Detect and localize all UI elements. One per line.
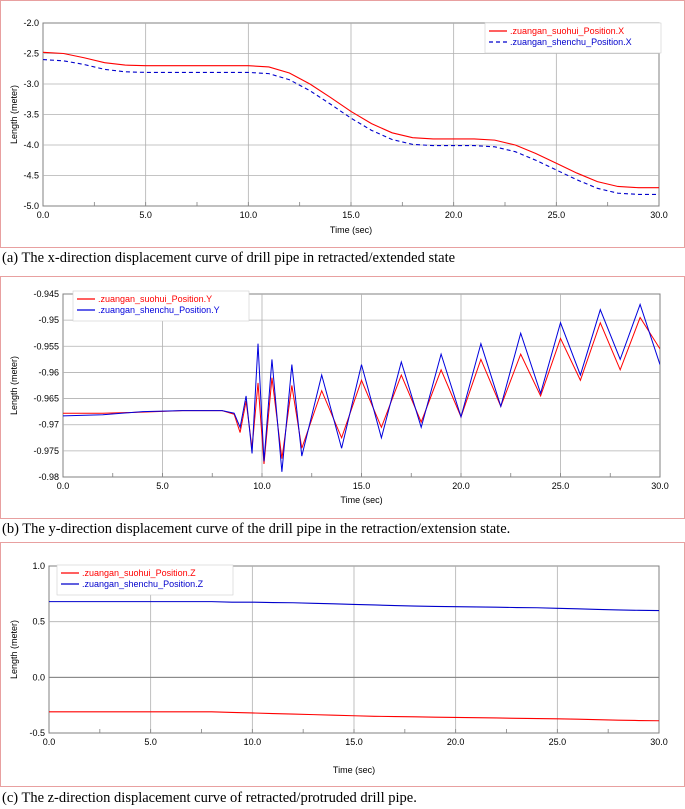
x-tick-label: 0.0 <box>43 737 56 747</box>
series-line-2 <box>63 302 660 472</box>
legend-label: .zuangan_suohui_Position.Z <box>82 568 196 578</box>
caption-b: (b) The y-direction displacement curve o… <box>2 521 511 537</box>
series-line-1 <box>43 51 659 189</box>
x-tick-label: 25.0 <box>549 737 567 747</box>
x-tick-label: 10.0 <box>253 481 271 491</box>
x-tick-label: 10.0 <box>244 737 262 747</box>
legend-box <box>72 290 250 322</box>
series-line-2 <box>49 601 659 612</box>
x-tick-label: 5.0 <box>139 210 152 220</box>
caption-c: (c) The z-direction displacement curve o… <box>2 790 417 806</box>
chart-x-displacement: 0.0 5.0 10.0 15.0 20.0 25.0 30.0 -5.0 -4.5 -4.0 -3… <box>9 18 668 235</box>
legend-label: .zuangan_suohui_Position.Y <box>98 294 212 304</box>
y-tick-label: 1.0 <box>32 561 45 571</box>
x-axis-label: Time (sec) <box>333 765 375 775</box>
y-tick-label: -3.0 <box>23 79 39 89</box>
chart-z-displacement: 0.0 5.0 10.0 15.0 20.0 25.0 30.0-0.50.00.51.0T… <box>9 561 668 775</box>
y-tick-label: -4.0 <box>23 140 39 150</box>
y-tick-label: -0.98 <box>38 472 59 482</box>
x-tick-label: 25.0 <box>548 210 566 220</box>
y-tick-label: -0.97 <box>38 420 59 430</box>
x-tick-label: 0.0 <box>57 481 70 491</box>
y-tick-label: -2.5 <box>23 49 39 59</box>
y-tick-label: 0.0 <box>32 672 45 682</box>
chart-y-displacement: 0.0 5.0 10.0 15.0 20.0 25.0 30.0 -0.98 -0.975 -0.… <box>9 289 669 505</box>
x-tick-label: 5.0 <box>144 737 157 747</box>
y-tick-label: -0.955 <box>33 341 59 351</box>
x-tick-label: 25.0 <box>552 481 570 491</box>
x-tick-label: 15.0 <box>345 737 363 747</box>
chart-y-displacement-frame: 0.0 5.0 10.0 15.0 20.0 25.0 30.0 -0.98 -0.975 -0.… <box>0 276 685 519</box>
x-tick-label: 15.0 <box>353 481 371 491</box>
y-axis-label: Length (meter) <box>9 356 19 415</box>
series-line-1 <box>49 711 659 722</box>
y-axis-label: Length (meter) <box>9 620 19 679</box>
y-tick-label: -2.0 <box>23 18 39 28</box>
legend-label: .zuangan_shenchu_Position.Y <box>98 305 220 315</box>
y-tick-label: -0.965 <box>33 394 59 404</box>
legend-box <box>56 564 234 596</box>
legend-label: .zuangan_suohui_Position.X <box>510 26 624 36</box>
y-tick-label: -4.5 <box>23 171 39 181</box>
x-tick-label: 20.0 <box>445 210 463 220</box>
x-tick-label: 15.0 <box>342 210 360 220</box>
legend-box <box>484 22 662 54</box>
y-tick-label: -0.96 <box>38 367 59 377</box>
y-tick-label: -3.5 <box>23 110 39 120</box>
x-tick-label: 30.0 <box>650 210 668 220</box>
legend-label: .zuangan_shenchu_Position.X <box>510 37 632 47</box>
y-tick-label: -0.5 <box>29 728 45 738</box>
x-tick-label: 0.0 <box>37 210 50 220</box>
y-tick-label: 0.5 <box>32 617 45 627</box>
x-tick-label: 20.0 <box>447 737 465 747</box>
x-tick-label: 30.0 <box>650 737 668 747</box>
y-tick-label: -0.945 <box>33 289 59 299</box>
y-axis-label: Length (meter) <box>9 85 19 144</box>
y-tick-label: -5.0 <box>23 201 39 211</box>
x-tick-label: 5.0 <box>156 481 169 491</box>
chart-x-displacement-frame: 0.0 5.0 10.0 15.0 20.0 25.0 30.0 -5.0 -4.5 -4.0 -3… <box>0 0 685 248</box>
x-axis-label: Time (sec) <box>330 225 372 235</box>
y-tick-label: -0.95 <box>38 315 59 325</box>
x-axis-label: Time (sec) <box>340 495 382 505</box>
y-tick-label: -0.975 <box>33 446 59 456</box>
x-tick-label: 30.0 <box>651 481 669 491</box>
x-tick-label: 20.0 <box>452 481 470 491</box>
legend-label: .zuangan_shenchu_Position.Z <box>82 579 204 589</box>
series-line-1 <box>63 316 660 464</box>
caption-a: (a) The x-direction displacement curve o… <box>2 250 456 266</box>
chart-z-displacement-frame: 0.0 5.0 10.0 15.0 20.0 25.0 30.0 -0.5 0.0 0.5 1.0 T… <box>0 542 685 787</box>
x-tick-label: 10.0 <box>240 210 258 220</box>
